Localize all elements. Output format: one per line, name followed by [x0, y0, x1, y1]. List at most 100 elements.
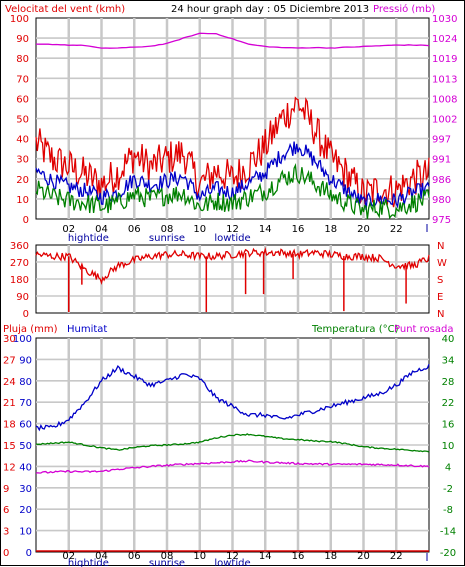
humidity-tick-label: 90 — [19, 355, 32, 366]
wind-gust-series — [35, 96, 430, 208]
rain-tick-label: 18 — [3, 420, 16, 431]
x-tick-label: 22 — [390, 551, 403, 562]
x-tick-label: 02 — [62, 551, 75, 562]
rain-tick-label: 9 — [3, 484, 9, 495]
x-tick-label: 14 — [259, 224, 272, 235]
wind-tick-label: 90 — [16, 34, 29, 45]
compass-tick-label: E — [437, 292, 443, 303]
x-tick-label: 12 — [226, 224, 239, 235]
pressure-tick-label: 1002 — [432, 115, 457, 126]
tide-event-label: hightide — [68, 233, 109, 244]
tide-event-label: hightide — [68, 558, 109, 567]
humidity-tick-label: 20 — [19, 505, 32, 516]
humidity-tick-label: 70 — [19, 398, 32, 409]
x-tick-label: 04 — [95, 224, 108, 235]
direction-tick-label: 90 — [16, 292, 29, 303]
dewpoint-axis-title: Punt rosada — [394, 324, 453, 335]
direction-series — [35, 246, 430, 286]
tide-event-label: sunrise — [149, 558, 185, 567]
humidity-axis-title: Humitat — [67, 324, 107, 335]
pressure-axis-title: Pressió (mb) — [373, 3, 435, 15]
wind-tick-label: 70 — [16, 74, 29, 85]
humidity-tick-label: 60 — [19, 420, 32, 431]
rain-tick-label: 3 — [3, 527, 9, 538]
pressure-series — [35, 32, 430, 49]
humidity-tick-label: 80 — [19, 377, 32, 388]
wind-axis-title: Velocitat del vent (kmh) — [5, 4, 125, 15]
x-tick-label: 16 — [292, 551, 305, 562]
chart-title: 24 hour graph day : 05 Diciembre 2013 — [171, 4, 369, 15]
pressure-tick-label: 991 — [432, 155, 451, 166]
temperature-tick-label: 34 — [442, 355, 455, 366]
dewpoint-series — [35, 459, 430, 474]
wind-tick-label: 80 — [16, 54, 29, 65]
rain-tick-label: 27 — [3, 355, 16, 366]
wind-tick-label: 30 — [16, 155, 29, 166]
x-tick-label: 04 — [95, 551, 108, 562]
x-tick-label: 20 — [357, 551, 370, 562]
wind-tick-label: 20 — [16, 175, 29, 186]
temperature-tick-label: 10 — [442, 441, 455, 452]
humidity-tick-label: 0 — [26, 548, 32, 559]
x-tick-label: 22 — [390, 224, 403, 235]
temperature-tick-label: -20 — [440, 548, 456, 559]
humidity-tick-label: 30 — [19, 484, 32, 495]
x-tick-label: 16 — [292, 224, 305, 235]
direction-tick-label: 180 — [10, 275, 29, 286]
pressure-tick-label: 986 — [432, 175, 451, 186]
wind-tick-label: 0 — [23, 215, 29, 226]
pressure-tick-label: 997 — [432, 135, 451, 146]
humidity-series — [35, 363, 430, 432]
rain-axis-title: Pluja (mm) — [3, 324, 58, 335]
temperature-tick-label: -8 — [443, 505, 453, 516]
x-tick-label: 10 — [193, 224, 206, 235]
compass-tick-label: N — [437, 309, 444, 320]
x-tick-label: 08 — [161, 224, 174, 235]
x-tick-label: 10 — [193, 551, 206, 562]
wind-tick-label: 60 — [16, 94, 29, 105]
wind-tick-label: 100 — [10, 14, 29, 25]
pressure-tick-label: 1030 — [432, 14, 457, 25]
pressure-tick-label: 1013 — [432, 74, 457, 85]
temperature-tick-label: 16 — [442, 420, 455, 431]
humidity-tick-label: 40 — [19, 462, 32, 473]
humidity-tick-label: 10 — [19, 527, 32, 538]
x-tick-label: 08 — [161, 551, 174, 562]
tide-event-label: lowtide — [214, 558, 250, 567]
pressure-tick-label: 975 — [432, 215, 451, 226]
temperature-tick-label: 40 — [442, 334, 455, 345]
tide-event-label: sunrise — [149, 233, 185, 244]
rain-tick-label: 24 — [3, 377, 16, 388]
temperature-tick-label: 4 — [445, 462, 451, 473]
temperature-tick-label: -2 — [443, 484, 453, 495]
pressure-tick-label: 1019 — [432, 54, 457, 65]
direction-tick-label: 270 — [10, 258, 29, 269]
x-tick-label: 06 — [128, 551, 141, 562]
x-tick-label: 02 — [62, 224, 75, 235]
temperature-axis-title: Temperatura (°C) — [311, 324, 399, 335]
wind-tick-label: 50 — [16, 115, 29, 126]
direction-tick-label: 0 — [23, 309, 29, 320]
humidity-tick-label: 50 — [19, 441, 32, 452]
temperature-tick-label: 22 — [442, 398, 455, 409]
wind-tick-label: 10 — [16, 195, 29, 206]
temperature-tick-label: -14 — [440, 527, 456, 538]
x-tick-label: 14 — [259, 551, 272, 562]
x-tick-label: 18 — [324, 224, 337, 235]
compass-tick-label: W — [437, 258, 447, 269]
compass-tick-label: S — [437, 275, 443, 286]
pressure-tick-label: 980 — [432, 195, 451, 206]
wind-tick-label: 40 — [16, 135, 29, 146]
x-tick-label: 12 — [226, 551, 239, 562]
compass-tick-label: N — [437, 241, 444, 252]
humidity-tick-label: 100 — [13, 334, 32, 345]
x-tick-label: 20 — [357, 224, 370, 235]
rain-tick-label: 12 — [3, 462, 16, 473]
wind-min-series — [35, 162, 430, 220]
rain-tick-label: 30 — [3, 334, 16, 345]
x-tick-label: 18 — [324, 551, 337, 562]
wind-avg-series — [35, 141, 430, 211]
tide-event-label: lowtide — [214, 233, 250, 244]
